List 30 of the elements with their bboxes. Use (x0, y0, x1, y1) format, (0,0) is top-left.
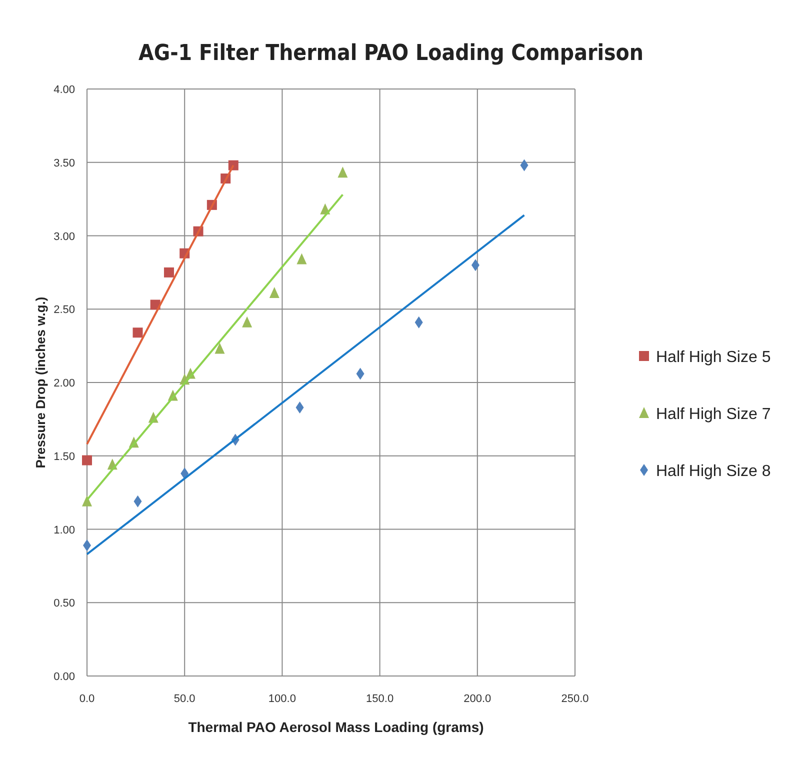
legend-label: Half High Size 5 (656, 349, 771, 366)
legend-label: Half High Size 7 (656, 406, 771, 423)
y-tick-label: 0.00 (54, 671, 75, 683)
y-tick-label: 3.50 (54, 157, 75, 170)
y-tick-label: 2.00 (54, 378, 75, 390)
y-tick-label: 1.00 (54, 524, 75, 536)
point (214, 342, 225, 354)
point (82, 495, 92, 506)
y-tick-label: 1.50 (54, 450, 75, 463)
y-axis-title: Pressure Drop (inches w.g.) (33, 296, 48, 468)
x-tick-label: 0.0 (79, 693, 95, 705)
x-tick-label: 200.0 (464, 693, 492, 705)
x-tick-label: 50.0 (174, 693, 196, 705)
legend-label: Half High Size 8 (656, 463, 771, 480)
y-tick-label: 3.00 (54, 230, 75, 243)
y-tick-label: 0.50 (54, 598, 75, 610)
point (338, 166, 348, 178)
chart-title: AG-1 Filter Thermal PAO Loading Comparison (138, 41, 644, 66)
y-tick-label: 2.50 (54, 304, 75, 316)
x-tick-label: 150.0 (366, 693, 394, 705)
point (242, 316, 252, 328)
point (82, 455, 92, 466)
x-tick-label: 100.0 (268, 693, 296, 705)
y-tick-label: 4.00 (54, 84, 75, 96)
x-axis-title: Thermal PAO Aerosol Mass Loading (grams) (188, 719, 484, 735)
point (164, 267, 174, 278)
point (296, 253, 307, 264)
x-tick-label: 250.0 (561, 693, 589, 705)
point (269, 286, 280, 298)
point (132, 328, 143, 338)
